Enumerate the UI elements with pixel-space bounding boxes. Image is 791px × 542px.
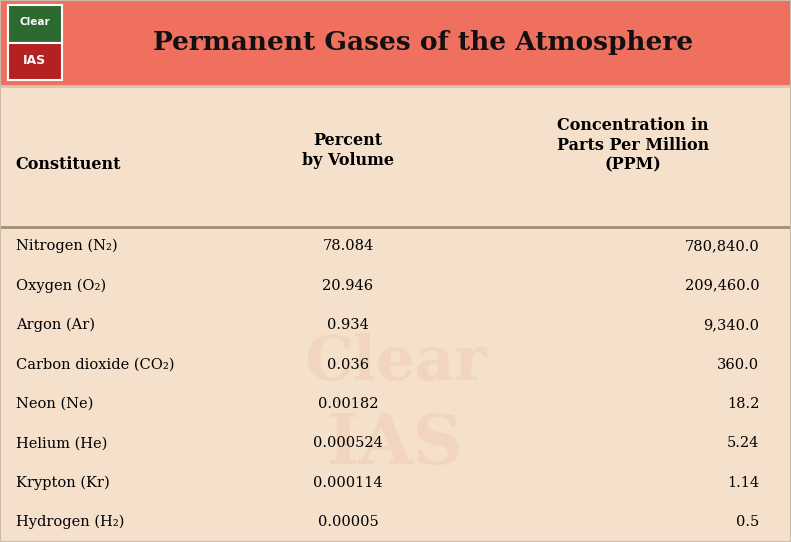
Text: 0.00182: 0.00182 — [318, 397, 378, 411]
Text: 0.00005: 0.00005 — [318, 515, 378, 530]
Text: 0.036: 0.036 — [327, 358, 369, 372]
Text: Permanent Gases of the Atmosphere: Permanent Gases of the Atmosphere — [153, 30, 693, 55]
Text: 5.24: 5.24 — [727, 436, 759, 450]
Bar — [8, 43, 62, 80]
Text: Helium (He): Helium (He) — [16, 436, 108, 450]
Text: IAS: IAS — [23, 54, 47, 67]
Text: Constituent: Constituent — [16, 156, 121, 173]
Bar — [0, 86, 791, 542]
Text: 0.000114: 0.000114 — [313, 476, 383, 490]
Text: 18.2: 18.2 — [727, 397, 759, 411]
Bar — [8, 5, 62, 43]
Text: Nitrogen (N₂): Nitrogen (N₂) — [16, 239, 117, 254]
Text: IAS: IAS — [327, 411, 464, 478]
Text: Krypton (Kr): Krypton (Kr) — [16, 476, 110, 490]
Text: 0.000524: 0.000524 — [313, 436, 383, 450]
Text: 1.14: 1.14 — [727, 476, 759, 490]
Text: Oxygen (O₂): Oxygen (O₂) — [16, 279, 106, 293]
Text: 78.084: 78.084 — [323, 239, 373, 253]
Text: Neon (Ne): Neon (Ne) — [16, 397, 93, 411]
Bar — [0, 0, 791, 86]
Text: 0.5: 0.5 — [736, 515, 759, 530]
Text: Concentration in
Parts Per Million
(PPM): Concentration in Parts Per Million (PPM) — [557, 117, 709, 173]
Text: 0.934: 0.934 — [327, 318, 369, 332]
Text: 9,340.0: 9,340.0 — [703, 318, 759, 332]
Text: Hydrogen (H₂): Hydrogen (H₂) — [16, 515, 124, 530]
Text: 20.946: 20.946 — [323, 279, 373, 293]
Text: Percent
by Volume: Percent by Volume — [302, 132, 394, 169]
Text: 780,840.0: 780,840.0 — [684, 239, 759, 253]
Text: Argon (Ar): Argon (Ar) — [16, 318, 95, 332]
Text: Clear: Clear — [305, 333, 486, 393]
Text: 209,460.0: 209,460.0 — [685, 279, 759, 293]
Text: Clear: Clear — [20, 17, 50, 27]
Text: Carbon dioxide (CO₂): Carbon dioxide (CO₂) — [16, 358, 174, 372]
Text: 360.0: 360.0 — [717, 358, 759, 372]
